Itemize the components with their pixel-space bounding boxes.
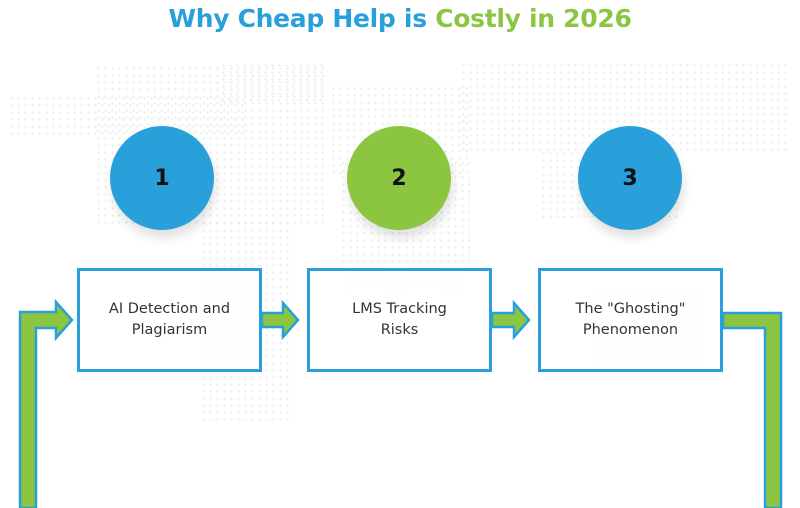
step-2-box: LMS Tracking Risks [307,268,492,372]
title-part-blue: Why Cheap Help is [168,4,436,33]
step-2-number: 2 [391,165,407,191]
step-3-label: The "Ghosting" Phenomenon [575,301,686,338]
arrow-right-icon [490,299,531,341]
step-1-circle: 1 [110,126,214,230]
step-1-number: 1 [154,165,170,191]
world-map-dots-greenland [220,62,325,102]
return-arrow-left-icon [18,298,74,508]
arrow-right-icon [260,299,300,341]
step-3-box: The "Ghosting" Phenomenon [538,268,723,372]
page-title: Why Cheap Help is Costly in 2026 [0,4,800,33]
step-3-circle: 3 [578,126,682,230]
continue-pipe-right-icon [721,311,783,508]
step-1-box: AI Detection and Plagiarism [77,268,262,372]
title-part-green: Costly in 2026 [435,4,632,33]
step-1-label: AI Detection and Plagiarism [108,301,231,338]
step-3-number: 3 [622,165,638,191]
step-2-circle: 2 [347,126,451,230]
step-2-label: LMS Tracking Risks [352,301,447,338]
